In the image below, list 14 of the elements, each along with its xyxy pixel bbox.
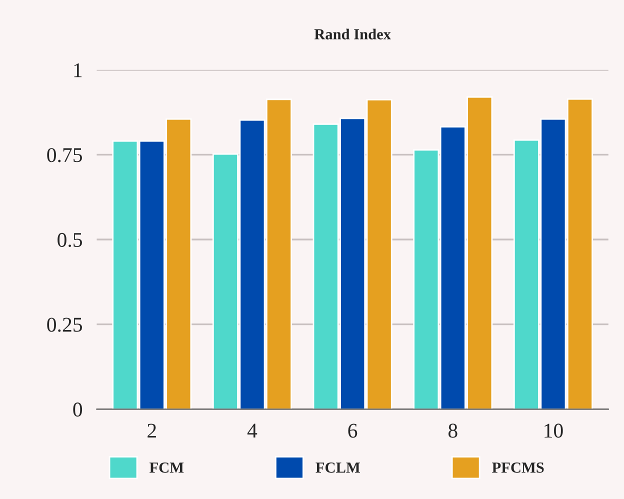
y-tick-label: 0.75 — [47, 148, 82, 162]
y-tick-label: 0.5 — [58, 232, 82, 248]
y-tick-label: 0 — [73, 402, 82, 417]
y-tick-label: 0.25 — [47, 318, 82, 332]
chart-title: Rand Index — [314, 28, 391, 40]
legend-label: FCLM — [316, 462, 360, 473]
x-tick-label: 8 — [448, 424, 458, 438]
legend-label: PFCMS — [492, 462, 544, 473]
x-tick-label: 2 — [148, 424, 156, 438]
y-tick-label: 1 — [74, 63, 82, 78]
x-tick-label: 4 — [247, 424, 258, 438]
x-tick-label: 10 — [544, 424, 563, 438]
x-tick-label: 6 — [348, 424, 358, 438]
legend-label: FCM — [150, 462, 184, 473]
